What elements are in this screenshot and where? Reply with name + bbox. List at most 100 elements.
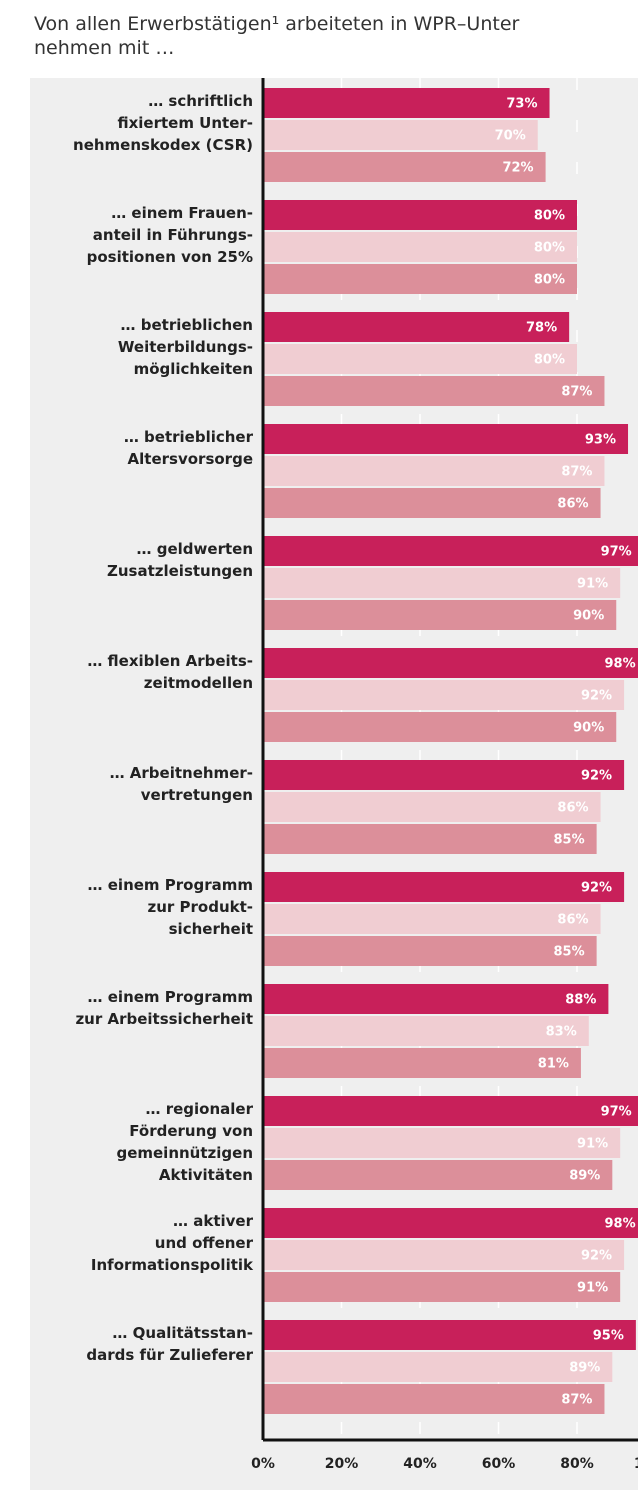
category-label: … flexiblen Arbeits-zeitmodellen	[87, 652, 253, 692]
text-line: anteil in Führungs-	[93, 226, 253, 244]
x-tick-label: 100%	[634, 1456, 638, 1472]
bar	[263, 1160, 613, 1190]
value-label: 80%	[534, 209, 565, 224]
value-label: 86%	[557, 913, 588, 928]
bar	[263, 1240, 625, 1270]
bar	[263, 88, 550, 118]
value-label: 95%	[593, 1329, 624, 1344]
text-line: … geldwerten	[137, 540, 253, 558]
bar	[263, 568, 621, 598]
category-label: … Arbeitnehmer-vertretungen	[110, 764, 253, 804]
value-label: 93%	[585, 433, 616, 448]
value-label: 87%	[561, 465, 592, 480]
text-line: Aktivitäten	[159, 1166, 253, 1184]
bar	[263, 1016, 589, 1046]
bar	[263, 232, 577, 262]
text-line: … einem Frauen-	[111, 204, 253, 222]
value-label: 92%	[581, 769, 612, 784]
bar	[263, 264, 577, 294]
value-label: 92%	[581, 689, 612, 704]
text-line: nehmenskodex (CSR)	[73, 136, 253, 154]
bar	[263, 1208, 638, 1238]
value-label: 89%	[569, 1361, 600, 1376]
category-label: … Qualitätsstan-dards für Zulieferer	[86, 1324, 253, 1364]
value-label: 87%	[561, 385, 592, 400]
bar	[263, 536, 638, 566]
text-line: Von allen Erwerbstätigen¹ arbeiteten in …	[34, 13, 520, 35]
value-label: 86%	[557, 801, 588, 816]
value-label: 78%	[526, 321, 557, 336]
text-line: fixiertem Unter-	[117, 114, 253, 132]
bar	[263, 792, 601, 822]
x-tick-label: 80%	[560, 1456, 594, 1472]
bar	[263, 824, 597, 854]
value-label: 92%	[581, 881, 612, 896]
category-label: … einem Frauen-anteil in Führungs-positi…	[87, 204, 253, 266]
bar	[263, 760, 625, 790]
category-label: … aktiver und offener Informationspolitik	[91, 1212, 254, 1274]
text-line: … einem Programm	[88, 876, 253, 894]
category-label: … geldwerten Zusatzleistungen	[107, 540, 253, 580]
value-label: 91%	[577, 1281, 608, 1296]
text-line: Informationspolitik	[91, 1256, 254, 1274]
category-label: … schriftlich fixiertem Unter-nehmenskode…	[73, 92, 253, 154]
bar	[263, 1384, 605, 1414]
value-label: 86%	[557, 497, 588, 512]
text-line: und offener	[155, 1234, 254, 1252]
value-label: 89%	[569, 1169, 600, 1184]
bar	[263, 488, 601, 518]
bar	[263, 312, 570, 342]
bar	[263, 984, 609, 1014]
text-line: … regionaler	[146, 1100, 254, 1118]
text-line: zur Arbeitssicherheit	[75, 1010, 253, 1028]
category-label: … einem Programm zur Arbeitssicherheit	[75, 988, 253, 1028]
text-line: … betrieblichen	[121, 316, 253, 334]
bar	[263, 1272, 621, 1302]
bar	[263, 648, 638, 678]
text-line: dards für Zulieferer	[86, 1346, 253, 1364]
bar	[263, 712, 617, 742]
bar	[263, 936, 597, 966]
text-line: … Qualitätsstan-	[112, 1324, 253, 1342]
bar	[263, 120, 538, 150]
category-label: … einem Programm zur Produkt-sicherheit	[88, 876, 253, 938]
text-line: zeitmodellen	[144, 674, 253, 692]
bar	[263, 1048, 581, 1078]
text-line: nehmen mit …	[34, 37, 174, 59]
value-label: 83%	[546, 1025, 577, 1040]
value-label: 88%	[565, 993, 596, 1008]
bar	[263, 456, 605, 486]
value-label: 98%	[605, 657, 636, 672]
value-label: 70%	[495, 129, 526, 144]
bar	[263, 904, 601, 934]
value-label: 97%	[601, 545, 632, 560]
text-line: zur Produkt-	[147, 898, 253, 916]
x-tick-label: 40%	[403, 1456, 437, 1472]
bar	[263, 376, 605, 406]
text-line: gemeinnützigen	[116, 1144, 253, 1162]
text-line: sicherheit	[169, 920, 253, 938]
bar	[263, 152, 546, 182]
value-label: 85%	[554, 833, 585, 848]
value-label: 90%	[573, 721, 604, 736]
value-label: 80%	[534, 353, 565, 368]
value-label: 91%	[577, 577, 608, 592]
value-label: 92%	[581, 1249, 612, 1264]
text-line: Förderung von	[129, 1122, 253, 1140]
text-line: positionen von 25%	[87, 248, 253, 266]
value-label: 98%	[605, 1217, 636, 1232]
bar	[263, 1096, 638, 1126]
bar	[263, 680, 625, 710]
category-label: … betrieblichen Weiterbildungs-möglichkei…	[118, 316, 253, 378]
bar	[263, 1352, 613, 1382]
category-label: … regionaler Förderung von gemeinnützigen A…	[116, 1100, 253, 1184]
value-label: 81%	[538, 1057, 569, 1072]
text-line: vertretungen	[141, 786, 253, 804]
bar	[263, 1128, 621, 1158]
text-line: … Arbeitnehmer-	[110, 764, 253, 782]
value-label: 73%	[506, 97, 537, 112]
value-label: 97%	[601, 1105, 632, 1120]
text-line: … flexiblen Arbeits-	[87, 652, 253, 670]
value-label: 90%	[573, 609, 604, 624]
